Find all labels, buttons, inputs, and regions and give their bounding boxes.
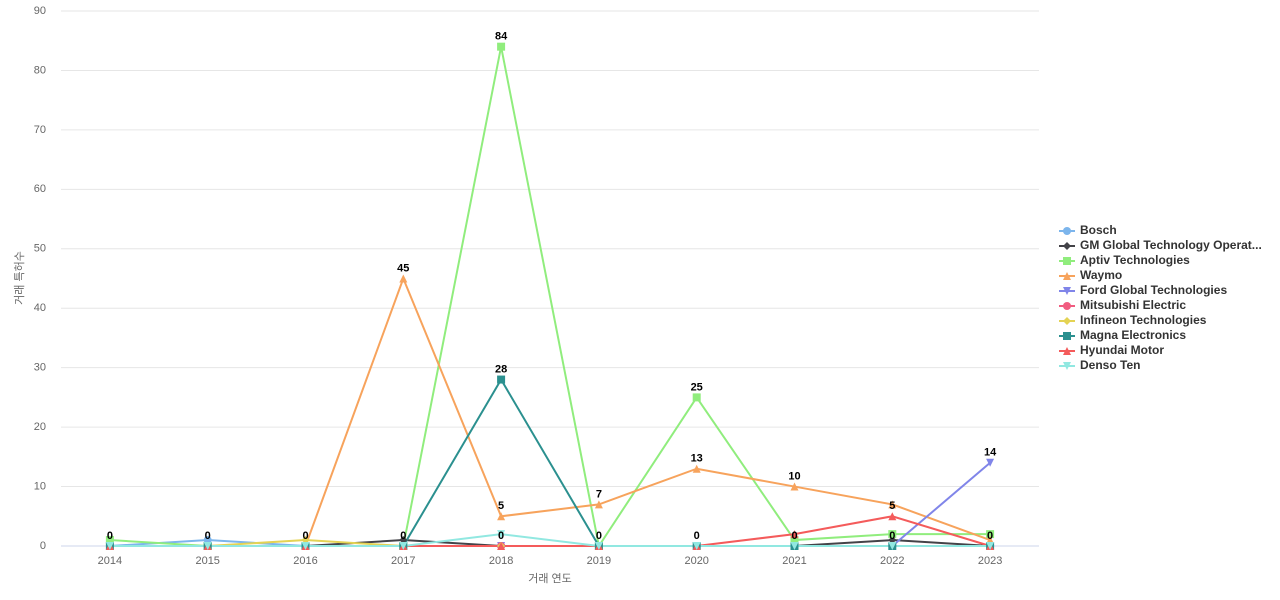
x-tick-label: 2017 xyxy=(391,555,415,567)
y-tick-label: 30 xyxy=(34,362,46,374)
legend-label: Hyundai Motor xyxy=(1080,343,1164,357)
legend-marker xyxy=(1063,302,1071,310)
legend-marker xyxy=(1063,332,1071,340)
data-point xyxy=(790,530,799,539)
legend-marker xyxy=(1063,227,1071,235)
data-label: 0 xyxy=(987,530,993,542)
y-tick-label: 40 xyxy=(34,302,46,314)
series-line xyxy=(109,46,991,549)
data-point xyxy=(497,42,506,51)
legend-label: Ford Global Technologies xyxy=(1080,283,1227,297)
data-label: 0 xyxy=(107,530,113,542)
series-line xyxy=(109,275,991,547)
legend-label: Bosch xyxy=(1080,223,1117,237)
legend-label: Denso Ten xyxy=(1080,358,1140,372)
legend-marker xyxy=(1063,257,1071,265)
legend-label: Waymo xyxy=(1080,268,1122,282)
y-tick-label: 90 xyxy=(34,5,46,17)
data-label: 0 xyxy=(205,530,211,542)
data-point xyxy=(790,542,799,550)
data-point xyxy=(497,530,506,539)
data-label: 7 xyxy=(596,488,602,500)
data-label: 5 xyxy=(889,500,895,512)
data-label: 0 xyxy=(302,530,308,542)
x-tick-label: 2015 xyxy=(195,555,219,567)
data-point xyxy=(790,482,799,491)
y-axis-label: 거래 특허수 xyxy=(13,251,26,305)
legend-marker xyxy=(1063,347,1071,355)
data-point xyxy=(497,542,506,550)
data-point xyxy=(888,530,897,539)
data-label: 14 xyxy=(984,447,997,459)
legend-marker xyxy=(1063,242,1071,250)
data-label: 0 xyxy=(400,530,406,542)
legend-marker xyxy=(1063,272,1071,280)
y-tick-label: 60 xyxy=(34,183,46,195)
data-point xyxy=(399,274,408,283)
x-tick-label: 2022 xyxy=(880,555,904,567)
legend-marker xyxy=(1063,287,1071,295)
data-point xyxy=(203,542,212,550)
data-label: 0 xyxy=(694,530,700,542)
series-line xyxy=(109,377,991,547)
y-tick-label: 80 xyxy=(34,64,46,76)
y-tick-label: 70 xyxy=(34,124,46,136)
data-point xyxy=(692,542,701,550)
legend-marker xyxy=(1063,317,1071,325)
data-point xyxy=(986,530,995,539)
legend-label: Magna Electronics xyxy=(1080,328,1186,342)
data-label: 10 xyxy=(788,470,800,482)
data-point xyxy=(888,500,897,509)
data-point xyxy=(497,512,506,521)
legend-label: GM Global Technology Operat... xyxy=(1080,238,1262,252)
data-point xyxy=(594,542,603,550)
data-point xyxy=(497,375,506,384)
y-tick-label: 50 xyxy=(34,243,46,255)
data-point xyxy=(594,500,603,509)
data-point xyxy=(301,542,310,550)
y-tick-label: 10 xyxy=(34,480,46,492)
data-label: 0 xyxy=(596,530,602,542)
data-label: 13 xyxy=(691,453,703,465)
data-point xyxy=(888,512,897,521)
series-line xyxy=(109,533,991,547)
data-point xyxy=(986,542,995,550)
data-label: 45 xyxy=(397,262,409,274)
legend-label: Aptiv Technologies xyxy=(1080,253,1190,267)
data-point xyxy=(692,393,701,402)
x-tick-label: 2014 xyxy=(98,555,122,567)
data-label: 5 xyxy=(498,500,504,512)
x-tick-label: 2019 xyxy=(587,555,611,567)
legend-label: Infineon Technologies xyxy=(1080,313,1207,327)
y-tick-label: 20 xyxy=(34,421,46,433)
data-label: 0 xyxy=(889,530,895,542)
x-tick-label: 2021 xyxy=(782,555,806,567)
data-point xyxy=(692,464,701,473)
data-point xyxy=(986,458,995,467)
data-label: 0 xyxy=(791,530,797,542)
x-tick-label: 2018 xyxy=(489,555,513,567)
legend-label: Mitsubishi Electric xyxy=(1080,298,1186,312)
data-label: 25 xyxy=(691,381,703,393)
series-line xyxy=(109,462,991,547)
data-point xyxy=(399,542,408,550)
legend-marker xyxy=(1063,362,1071,370)
x-tick-label: 2023 xyxy=(978,555,1002,567)
data-label: 28 xyxy=(495,363,507,375)
x-tick-label: 2020 xyxy=(684,555,708,567)
y-tick-label: 0 xyxy=(40,540,46,552)
data-point xyxy=(888,542,897,550)
data-label: 0 xyxy=(498,530,504,542)
data-point xyxy=(105,542,114,550)
x-tick-label: 2016 xyxy=(293,555,317,567)
data-label: 84 xyxy=(495,31,508,43)
x-axis-label: 거래 연도 xyxy=(528,572,572,585)
